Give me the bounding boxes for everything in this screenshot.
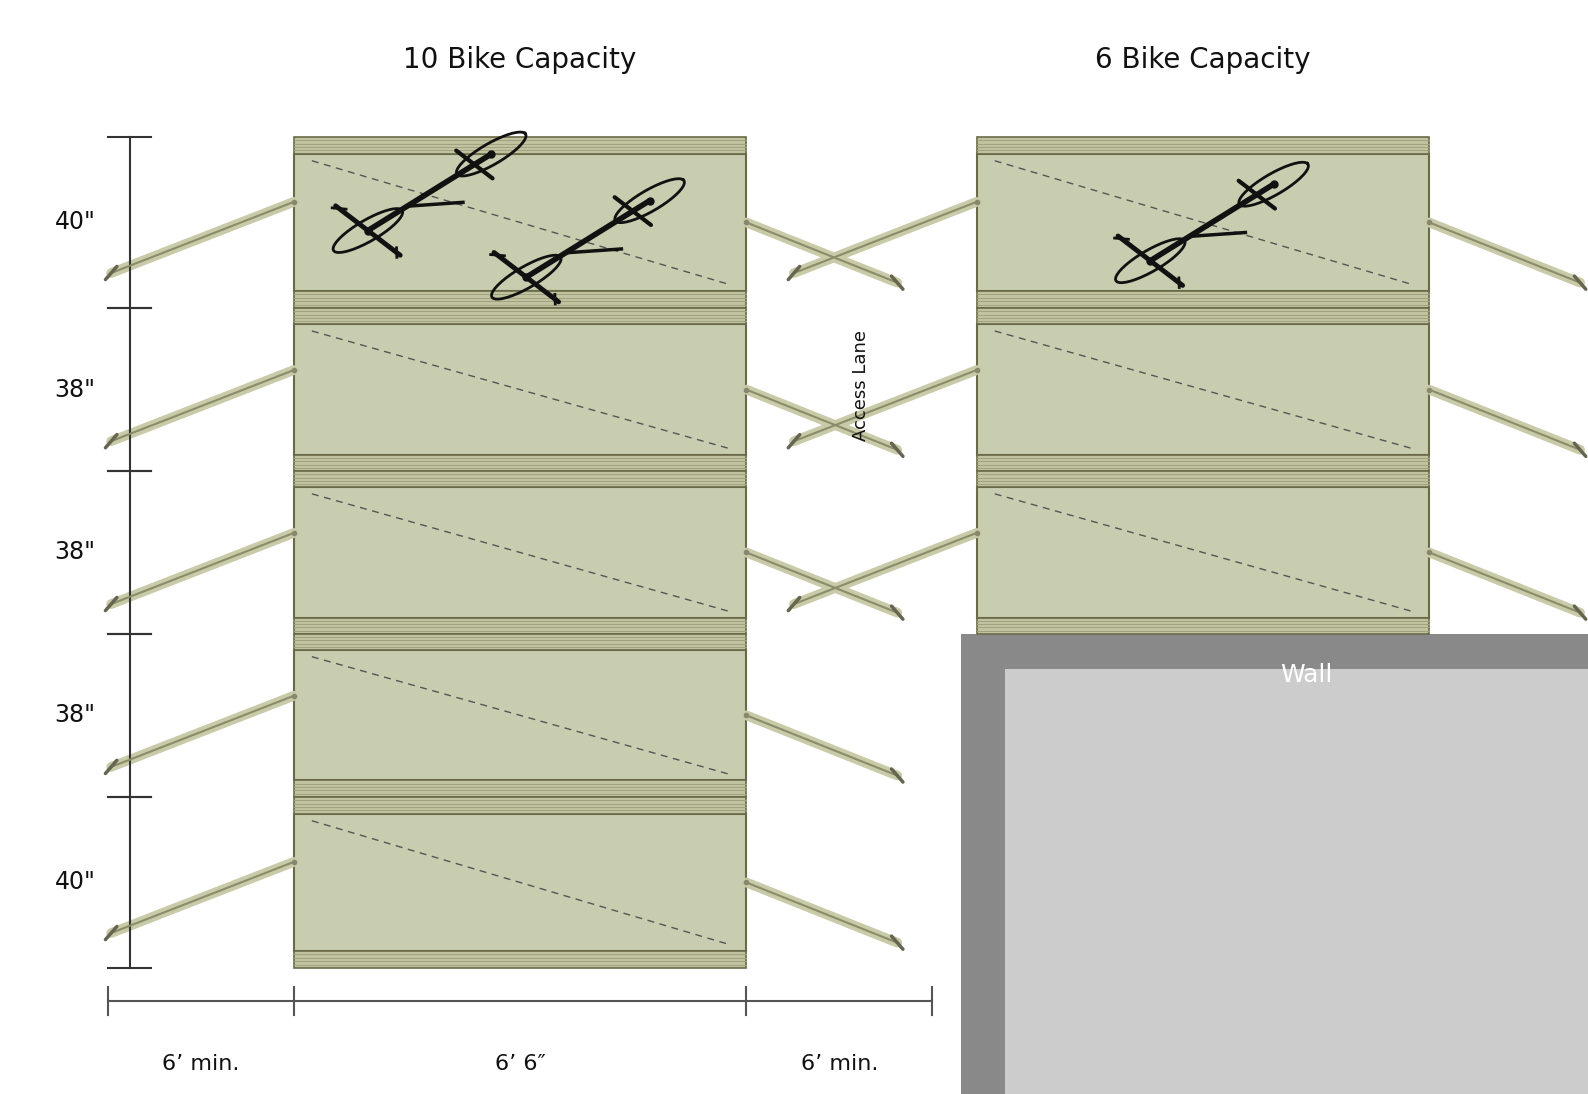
Bar xyxy=(294,814,746,951)
Bar xyxy=(961,633,1588,1094)
Bar xyxy=(294,455,746,472)
Text: 6’ 6″: 6’ 6″ xyxy=(495,1054,545,1073)
Text: 6’ min.: 6’ min. xyxy=(162,1054,240,1073)
Bar xyxy=(1005,668,1588,1094)
Bar xyxy=(977,455,1429,472)
Bar xyxy=(977,154,1429,291)
Bar xyxy=(294,137,746,154)
Bar xyxy=(977,618,1429,633)
Text: Access Lane: Access Lane xyxy=(853,329,870,441)
Text: 40": 40" xyxy=(54,210,95,234)
Bar xyxy=(977,325,1429,455)
Text: 40": 40" xyxy=(54,871,95,895)
Bar xyxy=(294,309,746,325)
Text: 38": 38" xyxy=(54,377,95,401)
Bar xyxy=(977,291,1429,309)
Bar xyxy=(294,325,746,455)
Bar xyxy=(977,487,1429,618)
Bar xyxy=(977,137,1429,154)
Bar xyxy=(294,796,746,814)
Text: 6’ min.: 6’ min. xyxy=(800,1054,878,1073)
Bar xyxy=(294,154,746,291)
Text: 6 Bike Capacity: 6 Bike Capacity xyxy=(1096,46,1310,74)
Bar xyxy=(294,487,746,618)
Text: Wall: Wall xyxy=(1280,663,1332,687)
Bar xyxy=(294,951,746,968)
Text: 38": 38" xyxy=(54,540,95,565)
Bar xyxy=(294,633,746,650)
Text: 38": 38" xyxy=(54,703,95,728)
Bar xyxy=(294,618,746,633)
Bar xyxy=(294,472,746,487)
Bar xyxy=(294,291,746,309)
Bar xyxy=(294,650,746,780)
Bar xyxy=(977,309,1429,325)
Bar xyxy=(977,472,1429,487)
Bar xyxy=(294,780,746,796)
Text: 10 Bike Capacity: 10 Bike Capacity xyxy=(403,46,637,74)
